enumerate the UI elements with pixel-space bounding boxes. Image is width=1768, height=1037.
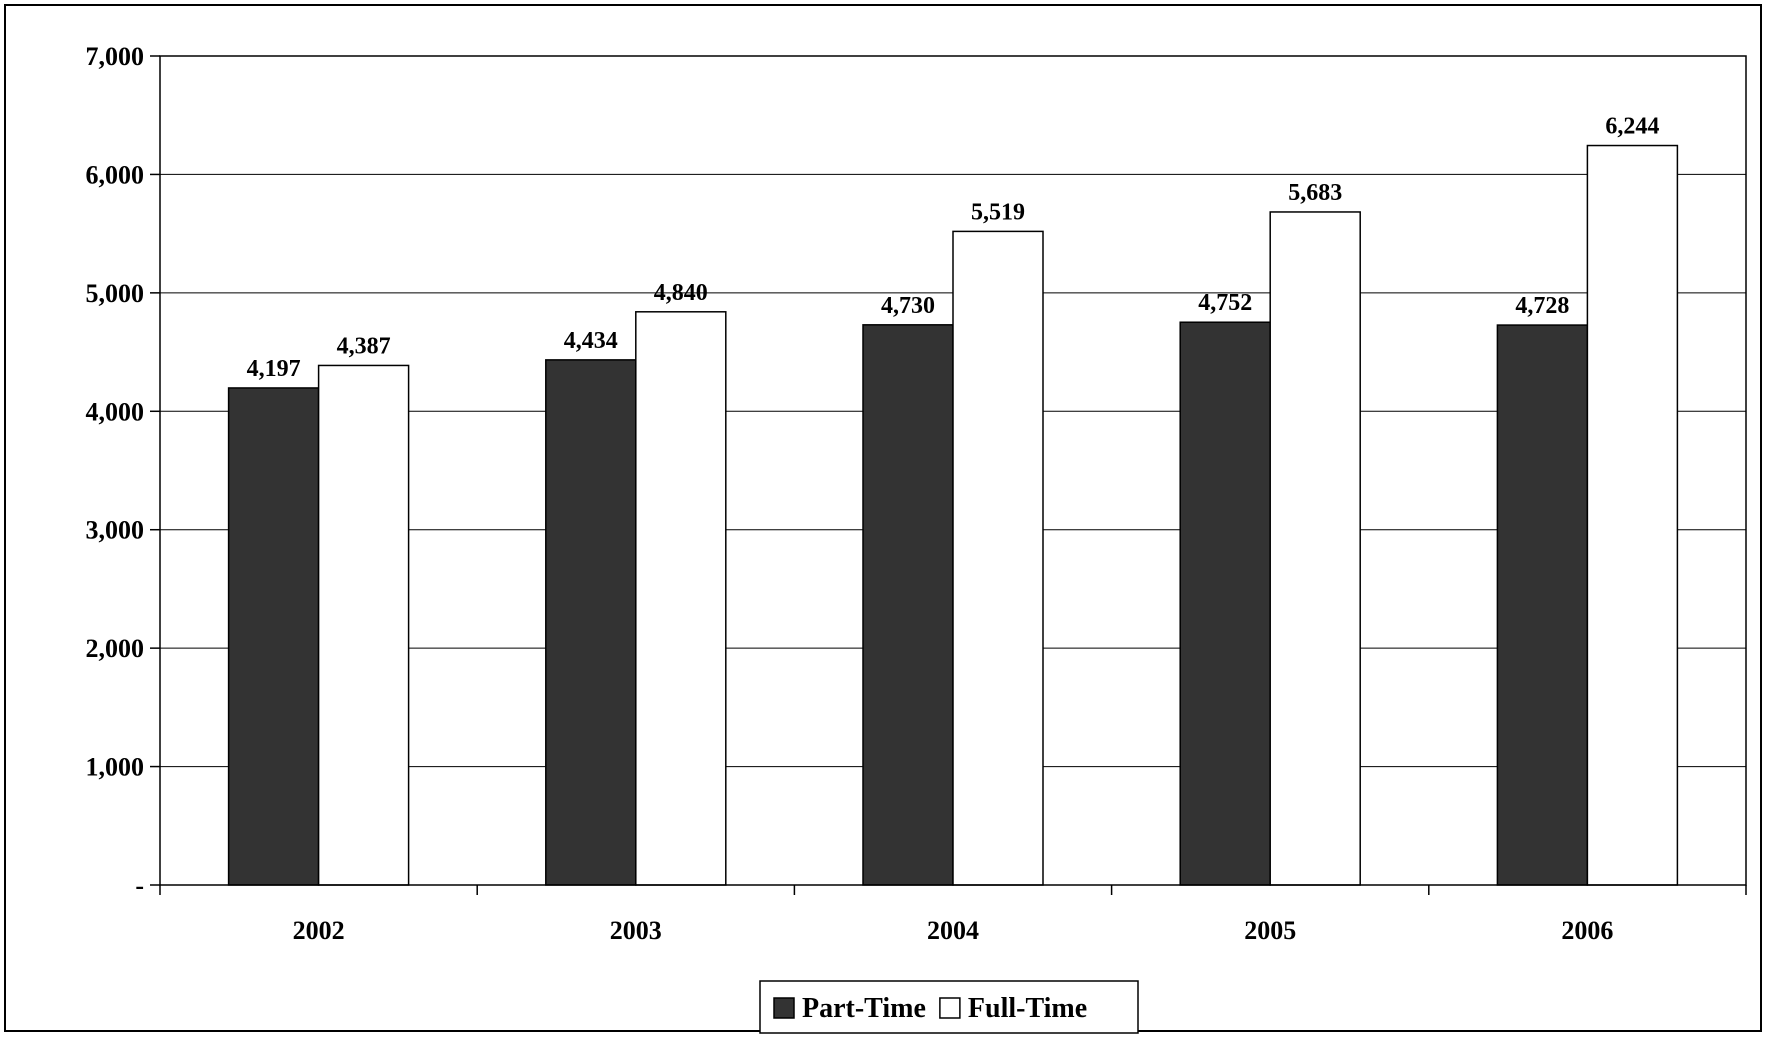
x-tick-label: 2003	[610, 916, 662, 945]
legend-label-part-time: Part-Time	[802, 993, 926, 1024]
data-label: 4,730	[881, 293, 935, 319]
legend-label-full-time: Full-Time	[968, 993, 1087, 1024]
bar-full-time	[635, 311, 727, 886]
y-tick-label: 1,000	[86, 753, 145, 782]
legend: Part-Time Full-Time	[759, 980, 1139, 1034]
data-label: 4,387	[337, 333, 391, 359]
y-tick-label: 5,000	[86, 279, 145, 308]
y-tick-label: 2,000	[86, 634, 145, 663]
y-tick-label: 6,000	[86, 160, 145, 189]
bar-part-time	[1179, 321, 1271, 886]
data-label: 4,197	[247, 356, 301, 382]
x-tick-label: 2006	[1561, 916, 1613, 945]
data-label: 4,752	[1198, 290, 1252, 316]
data-label: 5,519	[971, 199, 1025, 225]
bars	[227, 144, 1679, 886]
bar-full-time	[952, 230, 1044, 886]
y-tick-label: 3,000	[86, 516, 145, 545]
y-tick-label: 4,000	[86, 397, 145, 426]
bar-full-time	[1586, 144, 1679, 886]
chart-frame: - 1,000 2,000 3,000 4,000 5,000 6,000 7,000 200…	[4, 4, 1762, 1034]
data-label: 4,728	[1515, 293, 1569, 319]
plot-area-border	[159, 55, 1747, 886]
data-label: 5,683	[1288, 180, 1342, 206]
bar-full-time	[317, 364, 410, 886]
x-tick-label: 2002	[293, 916, 345, 945]
x-axis-ticks: 2002 2003 2004 2005 2006	[293, 916, 1614, 945]
y-tick-label: 7,000	[86, 42, 145, 71]
bar-chart: - 1,000 2,000 3,000 4,000 5,000 6,000 7,000 200…	[86, 42, 1747, 1034]
bar-part-time	[862, 324, 954, 886]
data-label: 4,840	[654, 280, 708, 306]
x-tick-label: 2004	[927, 916, 979, 945]
legend-swatch-full-time	[939, 997, 961, 1019]
bar-part-time	[1496, 324, 1589, 886]
bar-part-time	[227, 387, 320, 886]
data-label: 4,434	[564, 328, 618, 354]
data-label: 6,244	[1605, 114, 1659, 140]
bar-full-time	[1269, 211, 1361, 886]
axes	[150, 55, 1747, 895]
x-tick-label: 2005	[1244, 916, 1296, 945]
y-tick-label: -	[135, 871, 144, 900]
bar-part-time	[545, 359, 637, 886]
data-labels: 4,197 4,387 4,434 4,840 4,730 5,519 4,752 5,683…	[247, 114, 1660, 382]
legend-swatch-part-time	[773, 997, 795, 1019]
y-axis-ticks: - 1,000 2,000 3,000 4,000 5,000 6,000 7,000	[86, 42, 145, 900]
